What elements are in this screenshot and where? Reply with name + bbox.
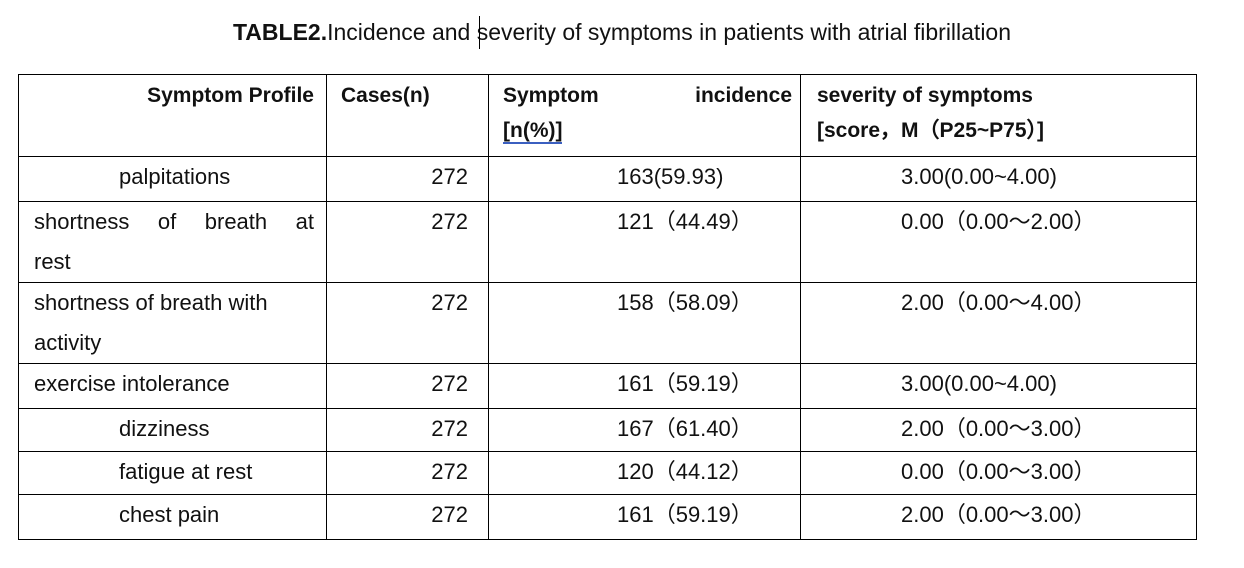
incidence-cell: 167（61.40）: [488, 408, 801, 452]
incidence-cell: 121（44.49）: [488, 201, 801, 283]
cases-cell: 272: [326, 201, 489, 283]
cases-cell: 272: [326, 363, 489, 409]
symptom-profile-cell: exercise intolerance: [18, 363, 327, 409]
header-severity: severity of symptoms [score，M（P25~P75）]: [800, 74, 1197, 157]
table-title-label: TABLE2.: [232, 19, 328, 45]
table-row: dizziness 272 167（61.40） 2.00（0.00～3.00）: [18, 408, 1197, 452]
table-row: exercise intolerance 272 161（59.19） 3.00…: [18, 363, 1197, 409]
cases-cell: 272: [326, 156, 489, 202]
severity-cell: 0.00（0.00～2.00）: [800, 201, 1197, 283]
symptom-profile-line2: activity: [34, 330, 102, 355]
symptom-profile-cell: shortness of breath with activity: [18, 282, 327, 364]
incidence-cell: 161（59.19）: [488, 494, 801, 540]
symptoms-table: Symptom Profile Cases(n) Symptom inciden…: [18, 74, 1197, 540]
cases-cell: 272: [326, 451, 489, 495]
symptom-profile-line1: shortness of breath at: [34, 209, 314, 234]
header-severity-line2: [score，M（P25~P75）]: [817, 119, 1045, 142]
table-row: shortness of breath at rest 272 121（44.4…: [18, 201, 1197, 283]
header-incidence-unit: [n(%)]: [503, 119, 563, 144]
severity-cell: 3.00(0.00~4.00): [800, 156, 1197, 202]
symptom-profile-line1: shortness of breath with: [34, 290, 268, 315]
header-incidence-word2: incidence: [695, 84, 792, 107]
symptom-profile-cell: shortness of breath at rest: [18, 201, 327, 283]
header-incidence-word1: Symptom: [503, 84, 599, 107]
symptom-profile-cell: palpitations: [18, 156, 327, 202]
header-symptom-profile: Symptom Profile: [18, 74, 327, 157]
table-row: palpitations 272 163(59.93) 3.00(0.00~4.…: [18, 156, 1197, 202]
incidence-cell: 163(59.93): [488, 156, 801, 202]
table-row: chest pain 272 161（59.19） 2.00（0.00～3.00…: [18, 494, 1197, 540]
text-cursor: [479, 16, 480, 49]
symptom-profile-cell: dizziness: [18, 408, 327, 452]
symptom-profile-cell: fatigue at rest: [18, 451, 327, 495]
incidence-cell: 120（44.12）: [488, 451, 801, 495]
table-title: TABLE2.Incidence and severity of symptom…: [0, 18, 1244, 46]
severity-cell: 2.00（0.00～4.00）: [800, 282, 1197, 364]
header-cases: Cases(n): [326, 74, 489, 157]
header-symptom-incidence: Symptom incidence [n(%)]: [488, 74, 801, 157]
severity-cell: 2.00（0.00～3.00）: [800, 408, 1197, 452]
table-row: fatigue at rest 272 120（44.12） 0.00（0.00…: [18, 451, 1197, 495]
header-severity-line1: severity of symptoms: [817, 84, 1033, 107]
incidence-cell: 158（58.09）: [488, 282, 801, 364]
cases-cell: 272: [326, 494, 489, 540]
symptom-profile-cell: chest pain: [18, 494, 327, 540]
header-row: Symptom Profile Cases(n) Symptom inciden…: [18, 74, 1197, 157]
cases-cell: 272: [326, 408, 489, 452]
cases-cell: 272: [326, 282, 489, 364]
incidence-cell: 161（59.19）: [488, 363, 801, 409]
symptom-profile-line2: rest: [34, 249, 71, 274]
severity-cell: 2.00（0.00～3.00）: [800, 494, 1197, 540]
table-title-text: Incidence and severity of symptoms in pa…: [327, 19, 1012, 45]
table-row: shortness of breath with activity 272 15…: [18, 282, 1197, 364]
severity-cell: 0.00（0.00～3.00）: [800, 451, 1197, 495]
severity-cell: 3.00(0.00~4.00): [800, 363, 1197, 409]
